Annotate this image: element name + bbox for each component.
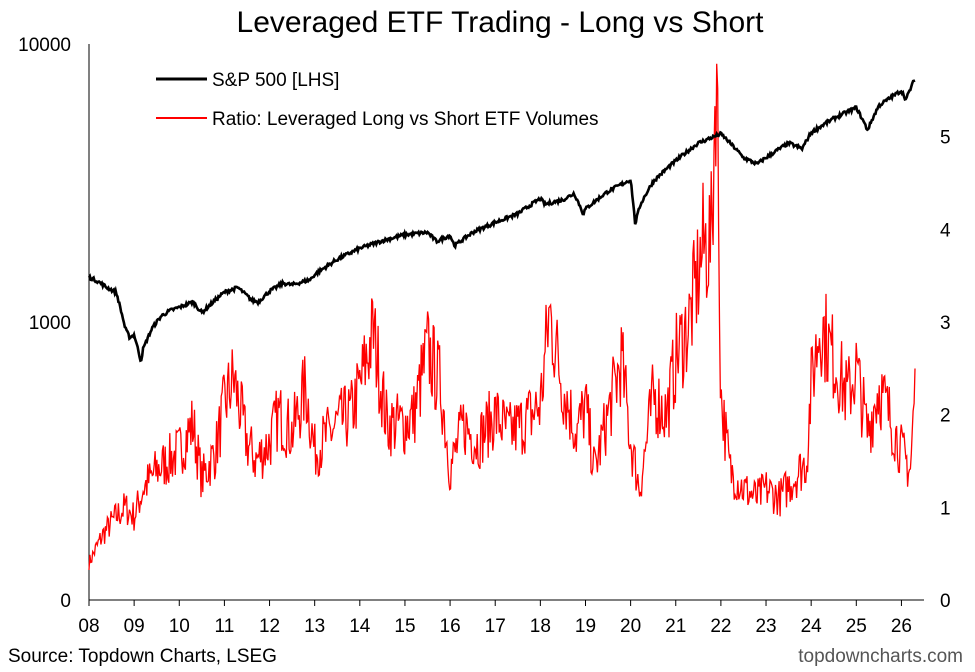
x-tick-label: 17 [485,616,506,637]
x-tick-label: 22 [710,616,731,637]
x-tick-label: 19 [575,616,596,637]
right-tick-label: 4 [940,220,951,241]
left-tick-label: 10000 [18,35,71,56]
right-tick-label: 3 [940,313,951,334]
right-tick-label: 5 [940,128,951,149]
right-tick-label: 2 [940,406,951,427]
x-tick-label: 08 [78,616,99,637]
sp500-series-line [87,79,916,363]
x-tick-label: 09 [124,616,145,637]
series-lines [87,63,916,571]
x-tick-label: 10 [169,616,190,637]
x-tick-label: 18 [530,616,551,637]
x-tick-label: 25 [846,616,867,637]
x-tick-label: 21 [665,616,686,637]
x-tick-label: 15 [394,616,415,637]
legend-label-ratio: Ratio: Leveraged Long vs Short ETF Volum… [212,109,599,130]
x-tick-label: 13 [304,616,325,637]
left-tick-label: 1000 [29,313,71,334]
x-tick-label: 26 [891,616,912,637]
right-tick-label: 1 [940,498,951,519]
ratio-series-line [88,63,916,571]
right-tick-label: 0 [940,591,951,612]
x-tick-label: 14 [349,616,371,637]
legend: S&P 500 [LHS] Ratio: Leveraged Long vs S… [156,70,599,130]
source-note: Source: Topdown Charts, LSEG [8,646,277,667]
x-tick-label: 12 [259,616,280,637]
x-tick-label: 16 [440,616,461,637]
left-tick-label: 0 [60,591,71,612]
x-tick-label: 20 [620,616,641,637]
legend-label-sp500: S&P 500 [LHS] [212,70,339,91]
chart-area: Leveraged ETF Trading - Long vs Short 08… [18,6,951,637]
site-credit: topdowncharts.com [798,646,963,667]
x-tick-label: 23 [755,616,776,637]
x-tick-label: 24 [801,616,823,637]
x-tick-label: 11 [215,616,235,637]
chart-title: Leveraged ETF Trading - Long vs Short [237,6,765,39]
axes: 08 09 10 11 12 13 14 15 16 17 18 19 20 21 22 23 24 25 2610… [18,35,951,637]
